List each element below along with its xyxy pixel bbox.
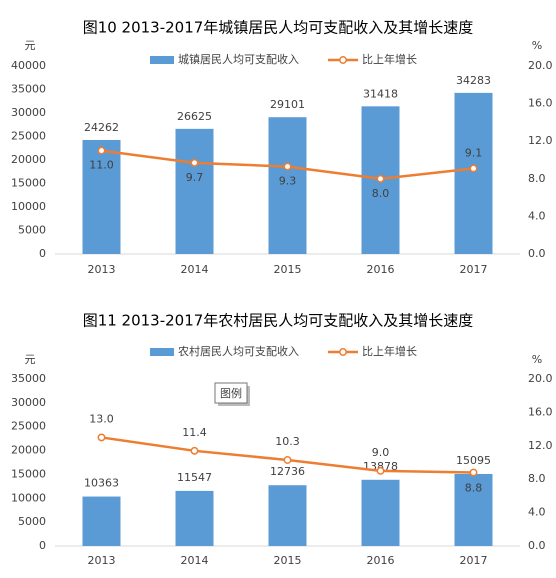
- x-tick-label: 2017: [460, 263, 488, 276]
- y-tick-label: 20000: [11, 153, 46, 166]
- y2-tick-label: 4.0: [528, 209, 546, 222]
- line-marker: [283, 162, 292, 171]
- y-tick-label: 15000: [11, 467, 46, 480]
- bar: [361, 479, 400, 546]
- line-marker: [190, 446, 199, 455]
- y2-tick-label: 4.0: [528, 506, 546, 519]
- y-tick-label: 15000: [11, 177, 46, 190]
- x-tick-label: 2014: [181, 554, 209, 567]
- line-value-label: 11.0: [89, 159, 114, 172]
- y2-tick-label: 8.0: [528, 472, 546, 485]
- line-marker: [469, 164, 478, 173]
- chart-title: 图11 2013-2017年农村居民人均可支配收入及其增长速度: [83, 312, 474, 330]
- legend-label: 比上年增长: [362, 344, 417, 358]
- bar: [454, 473, 493, 546]
- y2-tick-label: 20.0: [528, 59, 553, 72]
- x-tick-label: 2014: [181, 263, 209, 276]
- bar-value-label: 12736: [270, 465, 305, 478]
- legend-label: 城镇居民人均可支配收入: [178, 52, 299, 66]
- y-tick-label: 0: [39, 539, 46, 552]
- tooltip-box: [214, 382, 248, 404]
- bar-value-label: 15095: [456, 454, 491, 467]
- bar-value-label: 31418: [363, 87, 398, 100]
- bar-value-label: 34283: [456, 74, 491, 87]
- line-value-label: 11.4: [182, 426, 207, 439]
- y-tick-label: 20000: [11, 444, 46, 457]
- x-tick-label: 2017: [460, 554, 488, 567]
- line-value-label: 9.1: [465, 146, 483, 159]
- y2-tick-label: 16.0: [528, 97, 553, 110]
- y-axis-unit: 元: [25, 39, 36, 52]
- line-marker: [97, 433, 106, 442]
- line-value-label: 9.0: [372, 446, 390, 459]
- y-tick-label: 10000: [11, 200, 46, 213]
- x-tick-label: 2013: [88, 554, 116, 567]
- bar: [454, 92, 493, 254]
- bar-value-label: 11547: [177, 471, 212, 484]
- legend-label: 比上年增长: [362, 52, 417, 66]
- legend-swatch: [150, 348, 174, 356]
- line-value-label: 9.7: [186, 171, 204, 184]
- y-tick-label: 25000: [11, 130, 46, 143]
- y2-axis-unit: %: [532, 353, 542, 366]
- legend-marker: [339, 56, 347, 64]
- bar: [82, 496, 121, 546]
- y-tick-label: 40000: [11, 59, 46, 72]
- line-value-label: 8.0: [372, 187, 390, 200]
- y-axis-unit: 元: [25, 353, 36, 366]
- line-marker: [283, 456, 292, 464]
- y2-tick-label: 0.0: [528, 247, 546, 260]
- x-tick-label: 2013: [88, 263, 116, 276]
- tooltip-text: 图例: [220, 386, 242, 400]
- bar-value-label: 26625: [177, 110, 212, 123]
- y-tick-label: 35000: [11, 372, 46, 385]
- y2-tick-label: 12.0: [528, 439, 553, 452]
- bar-value-label: 29101: [270, 98, 305, 111]
- bar: [268, 117, 307, 254]
- line-marker: [97, 146, 106, 155]
- line-marker: [376, 174, 385, 183]
- y2-tick-label: 20.0: [528, 372, 553, 385]
- y2-tick-label: 12.0: [528, 134, 553, 147]
- line-value-label: 8.8: [465, 482, 483, 495]
- y-tick-label: 5000: [18, 224, 46, 237]
- legend-label: 农村居民人均可支配收入: [178, 344, 299, 358]
- legend-marker: [339, 348, 347, 356]
- x-tick-label: 2015: [274, 554, 302, 567]
- line-marker: [376, 466, 385, 475]
- bar: [175, 490, 214, 546]
- x-tick-label: 2015: [274, 263, 302, 276]
- y-tick-label: 30000: [11, 106, 46, 119]
- bar: [175, 128, 214, 254]
- y2-tick-label: 16.0: [528, 405, 553, 418]
- line-marker: [190, 158, 199, 167]
- line-value-label: 10.3: [275, 435, 300, 448]
- y-tick-label: 5000: [18, 515, 46, 528]
- y-tick-label: 10000: [11, 491, 46, 504]
- line-marker: [469, 468, 478, 477]
- bar-value-label: 24262: [84, 121, 119, 134]
- y2-tick-label: 0.0: [528, 539, 546, 552]
- y2-tick-label: 8.0: [528, 172, 546, 185]
- y2-axis-unit: %: [532, 39, 542, 52]
- bar-value-label: 10363: [84, 477, 119, 490]
- legend-swatch: [150, 56, 174, 64]
- x-tick-label: 2016: [367, 263, 395, 276]
- y-tick-label: 0: [39, 247, 46, 260]
- line-value-label: 9.3: [279, 175, 297, 188]
- chart-title: 图10 2013-2017年城镇居民人均可支配收入及其增长速度: [83, 19, 474, 37]
- line-value-label: 13.0: [89, 412, 114, 425]
- y-tick-label: 30000: [11, 396, 46, 409]
- x-tick-label: 2016: [367, 554, 395, 567]
- bar: [268, 485, 307, 546]
- bar: [82, 139, 121, 254]
- y-tick-label: 35000: [11, 83, 46, 96]
- y-tick-label: 25000: [11, 420, 46, 433]
